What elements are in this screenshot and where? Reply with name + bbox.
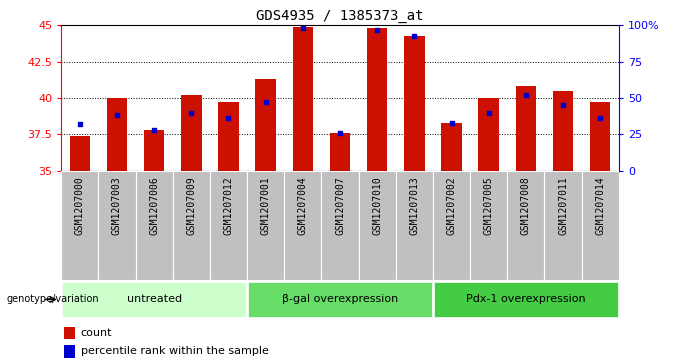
Bar: [256, 79, 276, 171]
Bar: [135, 171, 173, 280]
Bar: [284, 171, 322, 280]
Bar: [99, 171, 135, 280]
Point: [409, 33, 420, 38]
Bar: [210, 171, 247, 280]
Point: [372, 27, 383, 33]
Bar: [553, 91, 573, 171]
Point: [149, 127, 160, 133]
Point: [297, 25, 308, 31]
Bar: [69, 136, 90, 171]
Text: untreated: untreated: [126, 294, 182, 305]
Text: GSM1207001: GSM1207001: [260, 176, 271, 235]
Text: GSM1207006: GSM1207006: [149, 176, 159, 235]
Bar: [545, 171, 581, 280]
Text: GSM1207002: GSM1207002: [447, 176, 456, 235]
Bar: [470, 171, 507, 280]
Bar: [64, 345, 75, 358]
Text: GSM1207011: GSM1207011: [558, 176, 568, 235]
Bar: [248, 282, 432, 317]
Point: [520, 92, 531, 98]
Text: count: count: [81, 328, 112, 338]
Bar: [581, 171, 619, 280]
Bar: [404, 36, 424, 171]
Text: GSM1207010: GSM1207010: [372, 176, 382, 235]
Bar: [61, 171, 99, 280]
Bar: [292, 27, 313, 171]
Text: GSM1207005: GSM1207005: [483, 176, 494, 235]
Text: genotype/variation: genotype/variation: [7, 294, 99, 305]
Point: [112, 113, 122, 118]
Bar: [396, 171, 433, 280]
Point: [223, 115, 234, 121]
Bar: [358, 171, 396, 280]
Bar: [322, 171, 358, 280]
Bar: [367, 28, 388, 171]
Bar: [441, 123, 462, 171]
Point: [558, 102, 568, 108]
Text: GSM1207012: GSM1207012: [224, 176, 233, 235]
Bar: [247, 171, 284, 280]
Bar: [479, 98, 499, 171]
Text: GSM1207008: GSM1207008: [521, 176, 531, 235]
Bar: [434, 282, 618, 317]
Title: GDS4935 / 1385373_at: GDS4935 / 1385373_at: [256, 9, 424, 23]
Bar: [144, 130, 165, 171]
Point: [260, 99, 271, 105]
Bar: [590, 102, 611, 171]
Bar: [507, 171, 545, 280]
Point: [335, 130, 345, 136]
Text: percentile rank within the sample: percentile rank within the sample: [81, 346, 269, 356]
Text: GSM1207009: GSM1207009: [186, 176, 197, 235]
Bar: [218, 102, 239, 171]
Text: GSM1207000: GSM1207000: [75, 176, 85, 235]
Text: GSM1207014: GSM1207014: [595, 176, 605, 235]
Text: GSM1207013: GSM1207013: [409, 176, 420, 235]
Bar: [515, 86, 536, 171]
Bar: [62, 282, 246, 317]
Text: GSM1207003: GSM1207003: [112, 176, 122, 235]
Bar: [330, 133, 350, 171]
Bar: [173, 171, 210, 280]
Point: [186, 110, 197, 115]
Text: GSM1207007: GSM1207007: [335, 176, 345, 235]
Bar: [64, 327, 75, 339]
Point: [595, 115, 606, 121]
Point: [74, 121, 85, 127]
Text: Pdx-1 overexpression: Pdx-1 overexpression: [466, 294, 585, 305]
Text: GSM1207004: GSM1207004: [298, 176, 308, 235]
Bar: [181, 95, 201, 171]
Bar: [107, 98, 127, 171]
Point: [446, 120, 457, 126]
Point: [483, 110, 494, 115]
Bar: [433, 171, 470, 280]
Text: β-gal overexpression: β-gal overexpression: [282, 294, 398, 305]
